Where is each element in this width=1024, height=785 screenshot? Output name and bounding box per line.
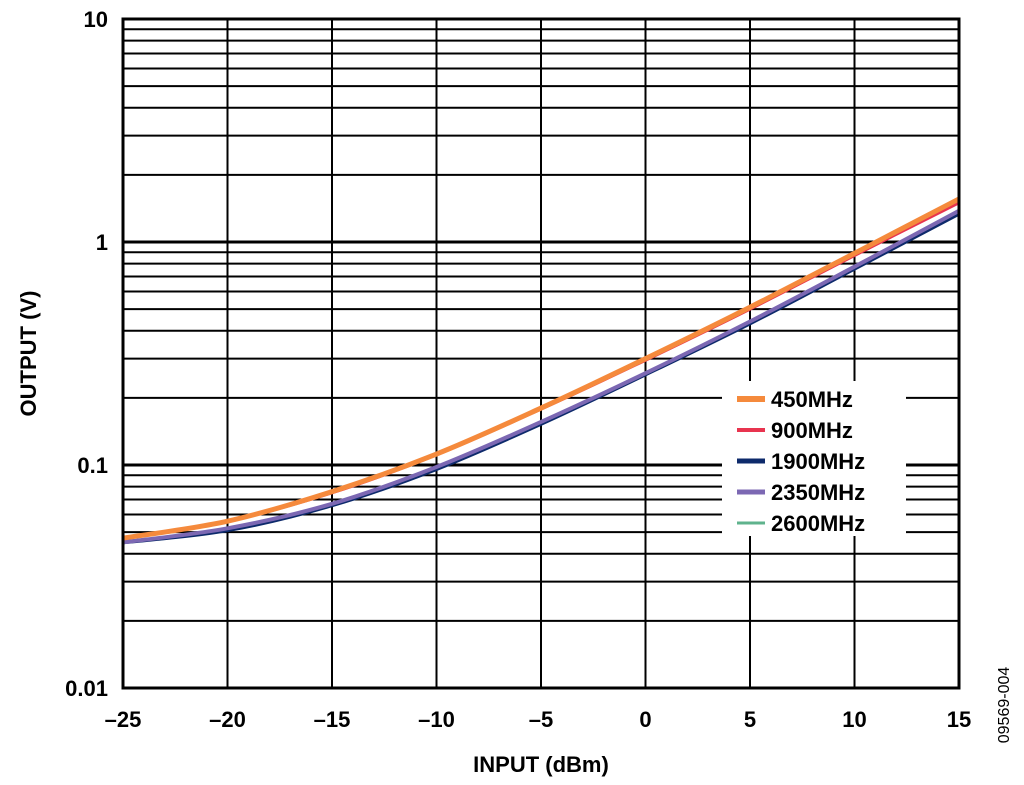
x-tick-label: –20 — [209, 707, 246, 732]
x-tick-label: 5 — [744, 707, 756, 732]
series-line-450mhz — [122, 196, 961, 541]
x-tick-label: –25 — [105, 707, 142, 732]
y-axis-label: OUTPUT (V) — [16, 291, 41, 417]
x-axis-label: INPUT (dBm) — [473, 752, 609, 777]
figure-id: 09569-004 — [996, 667, 1013, 744]
legend-label: 2600MHz — [771, 511, 865, 536]
legend: 450MHz 900MHz 1900MHz 2350MHz 2600MHz — [722, 381, 906, 536]
x-tick-label: 10 — [842, 707, 866, 732]
y-tick-label: 10 — [84, 7, 108, 32]
y-tick-label: 0.01 — [65, 676, 108, 701]
legend-label: 1900MHz — [771, 449, 865, 474]
x-tick-label: –10 — [418, 707, 455, 732]
y-tick-label: 1 — [96, 230, 108, 255]
x-tick-label: 0 — [639, 707, 651, 732]
plot-frame — [121, 17, 961, 690]
legend-label: 450MHz — [771, 387, 853, 412]
y-tick-label: 0.1 — [77, 453, 108, 478]
x-tick-label: 15 — [947, 707, 971, 732]
grid — [122, 19, 960, 690]
series-line-2350mhz — [122, 209, 960, 545]
tick-labels: –25 –20 –15 –10 –5 0 5 10 15 0.01 0.1 1 10 — [65, 7, 971, 732]
legend-label: 2350MHz — [771, 480, 865, 505]
series-layer — [122, 196, 961, 545]
x-tick-label: –15 — [314, 707, 351, 732]
x-tick-label: –5 — [529, 707, 553, 732]
legend-label: 900MHz — [771, 418, 853, 443]
